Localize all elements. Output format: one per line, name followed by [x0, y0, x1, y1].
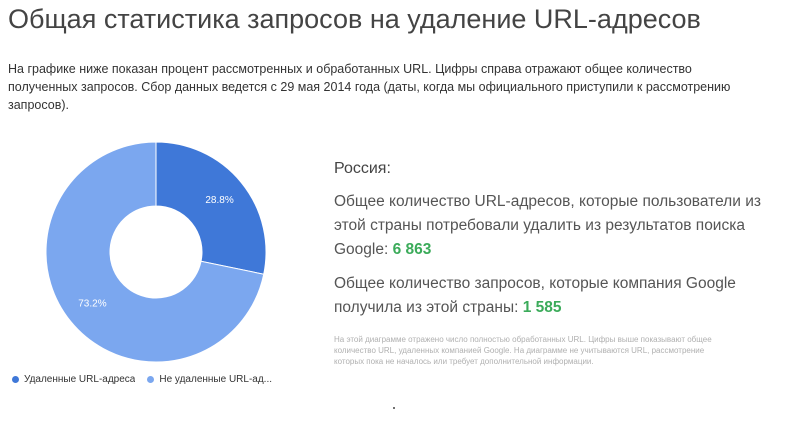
slice-not-removed-label: 73.2% [78, 298, 106, 309]
country-name: Россия: [334, 160, 391, 177]
slice-removed[interactable] [155, 141, 267, 275]
urls-stat: Общее количество URL-адресов, которые по… [334, 190, 764, 262]
requests-stat-value: 1 585 [522, 299, 562, 316]
legend-item-removed[interactable]: Удаленные URL-адреса [12, 374, 135, 385]
donut-chart: 28.8% 73.2% [36, 132, 276, 372]
legend-label-removed: Удаленные URL-адреса [24, 374, 136, 385]
chart-legend: Удаленные URL-адреса Не удаленные URL-ад… [12, 374, 284, 385]
stats-panel: Россия: Общее количество URL-адресов, ко… [334, 160, 764, 367]
donut-svg: 28.8% 73.2% [45, 141, 267, 363]
urls-stat-value: 6 863 [392, 241, 432, 258]
requests-stat: Общее количество запросов, которые компа… [334, 272, 764, 320]
page-dot [393, 407, 395, 409]
page-title: Общая статистика запросов на удаление UR… [8, 4, 701, 34]
intro-text: На графике ниже показан процент рассмотр… [8, 62, 731, 112]
legend-swatch-removed [12, 376, 19, 383]
chart-footnote: На этой диаграмме отражено число полност… [334, 335, 712, 366]
legend-swatch-not-removed [147, 376, 155, 383]
urls-stat-text: Общее количество URL-адресов, которые по… [334, 193, 761, 258]
legend-label-not-removed: Не удаленные URL-ад... [159, 374, 273, 385]
legend-item-not-removed[interactable]: Не удаленные URL-ад... [147, 374, 272, 385]
requests-stat-text: Общее количество запросов, которые компа… [334, 275, 736, 316]
slice-removed-label: 28.8% [205, 195, 233, 206]
slice-not-removed[interactable] [45, 141, 265, 363]
